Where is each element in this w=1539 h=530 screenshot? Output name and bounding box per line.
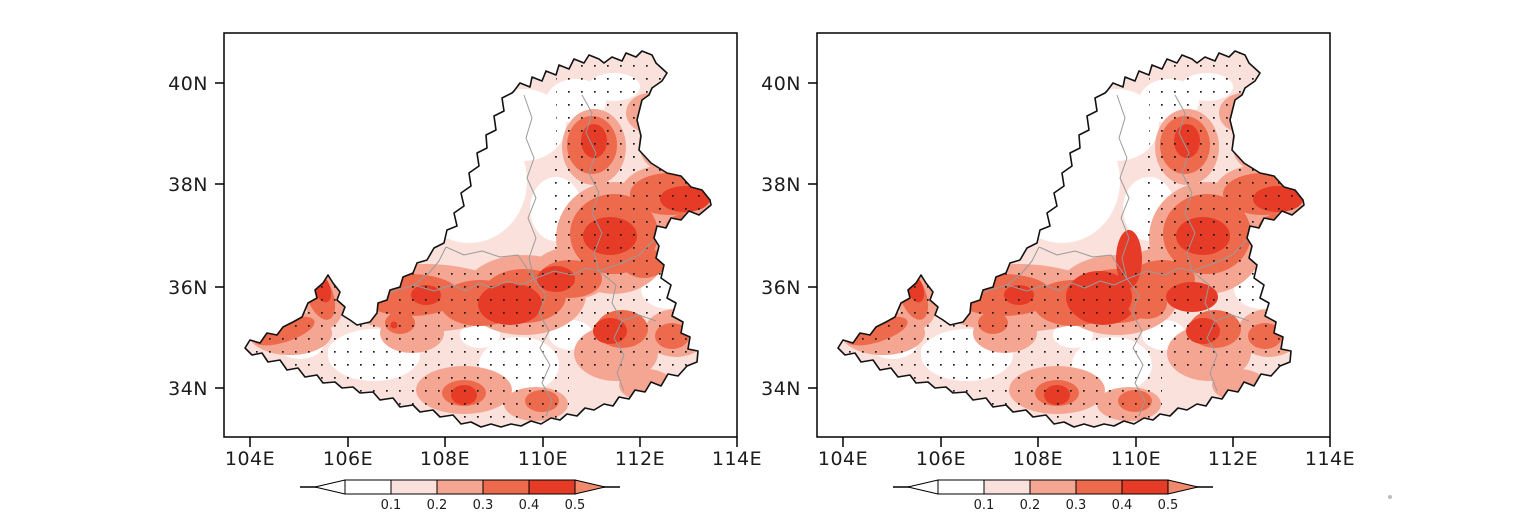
map-panel-right: 104E 106E 108E 110E 112E 114E 40N 38N 36… [761, 32, 1355, 470]
x-tick-label: 106E [323, 448, 373, 470]
x-tick-label: 108E [1013, 448, 1063, 470]
y-tick-label: 36N [761, 277, 801, 299]
colorbar-left: 0.1 0.2 0.3 0.4 0.5 [299, 479, 621, 513]
x-tick-label: 112E [1208, 448, 1258, 470]
colorbar-right: 0.1 0.2 0.3 0.4 0.5 [892, 479, 1214, 513]
colorbar-tick-label: 0.3 [473, 498, 494, 513]
y-tick-label: 36N [168, 277, 208, 299]
y-tick-label: 40N [761, 73, 801, 95]
x-tick-label: 110E [518, 448, 568, 470]
y-tick-label: 40N [168, 73, 208, 95]
x-tick-label: 104E [225, 448, 275, 470]
x-axis: 104E 106E 108E 110E 112E 114E [818, 437, 1355, 470]
plot-frame [223, 32, 738, 438]
x-tick-label: 110E [1111, 448, 1161, 470]
colorbar-tick-label: 0.2 [427, 498, 448, 513]
x-tick-label: 104E [818, 448, 868, 470]
y-tick-label: 34N [761, 378, 801, 400]
colorbar-tick-label: 0.5 [565, 498, 586, 513]
colorbar-tick-label: 0.5 [1158, 498, 1179, 513]
colorbar-labels: 0.1 0.2 0.3 0.4 0.5 [974, 498, 1179, 513]
x-tick-label: 112E [615, 448, 665, 470]
colorbar-tick-label: 0.4 [1112, 498, 1133, 513]
contour-shading [245, 51, 711, 427]
stray-mark [1388, 495, 1392, 499]
y-tick-label: 38N [761, 174, 801, 196]
x-tick-label: 108E [420, 448, 470, 470]
y-axis: 40N 38N 36N 34N [761, 73, 817, 400]
contour-shading [838, 51, 1304, 427]
y-tick-label: 34N [168, 378, 208, 400]
x-tick-label: 106E [916, 448, 966, 470]
colorbar-tick-label: 0.1 [974, 498, 995, 513]
map-panel-left: 104E 106E 108E 110E 112E 114E 40N 38N 36… [168, 32, 762, 470]
x-axis: 104E 106E 108E 110E 112E 114E [225, 437, 762, 470]
colorbar-tick-label: 0.2 [1020, 498, 1041, 513]
x-tick-label: 114E [1305, 448, 1355, 470]
x-tick-label: 114E [712, 448, 762, 470]
colorbar-tick-label: 0.4 [519, 498, 540, 513]
plot-frame [816, 32, 1331, 438]
y-axis: 40N 38N 36N 34N [168, 73, 224, 400]
colorbar-labels: 0.1 0.2 0.3 0.4 0.5 [381, 498, 586, 513]
y-tick-label: 38N [168, 174, 208, 196]
colorbar-tick-label: 0.3 [1066, 498, 1087, 513]
colorbar-tick-label: 0.1 [381, 498, 402, 513]
